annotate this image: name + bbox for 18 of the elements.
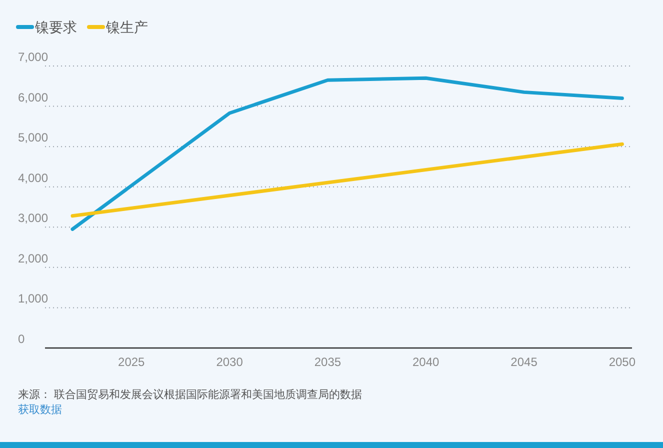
y-tick-label: 7,000 [18, 50, 48, 64]
y-tick-label: 5,000 [18, 130, 48, 145]
legend-label: 镍要求 [34, 19, 77, 35]
y-tick-label: 0 [18, 332, 25, 346]
x-tick-label: 2025 [118, 355, 146, 369]
y-tick-label: 6,000 [18, 90, 48, 104]
source-note: 来源： 联合国贸易和发展会议根据国际能源署和美国地质调查局的数据 [18, 388, 362, 401]
x-tick-label: 2040 [412, 355, 440, 369]
x-tick-label: 2030 [216, 355, 244, 369]
y-tick-label: 4,000 [18, 170, 48, 185]
x-tick-label: 2035 [314, 355, 342, 369]
x-tick-label: 2045 [510, 355, 538, 369]
y-tick-label: 3,000 [18, 211, 48, 226]
y-tick-label: 1,000 [18, 292, 48, 306]
y-tick-label: 2,000 [18, 251, 48, 266]
text: 获取数据 [18, 403, 62, 416]
legend-label: 镍生产 [105, 19, 148, 35]
x-tick-label: 2050 [608, 355, 636, 369]
